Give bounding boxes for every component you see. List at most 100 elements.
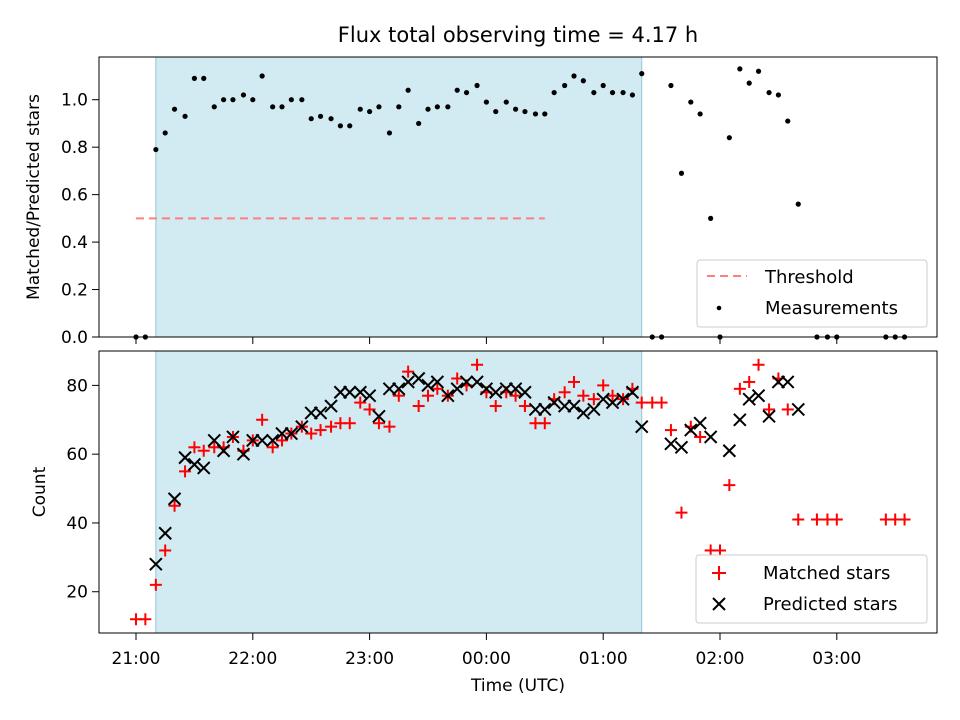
measurement-point [396,104,402,110]
predicted-star-point [362,389,377,403]
matched-star-point [664,424,677,437]
bottom-legend-box [695,554,928,624]
matched-star-point [509,389,522,402]
matched-star-point [471,358,484,371]
matched-star-point [781,403,794,416]
top-y-axis: 0.0 0.2 0.4 0.6 0.8 1.0 [61,91,99,348]
predicted-star-point [762,409,776,424]
matched-star-point [810,513,823,526]
top-legend-box [696,259,928,328]
top-panel: 0.0 0.2 0.4 0.6 0.8 1.0 Matched/Predicted sta… [24,56,938,348]
predicted-star-point [450,382,464,396]
matched-star-point [139,613,152,626]
matched-star-point [188,441,201,454]
measurement-point [357,106,363,112]
matched-star-point [256,413,269,426]
measurement-point [153,146,159,153]
legend-predicted-swatch [712,597,726,611]
predicted-star-point [616,392,630,406]
predicted-star-point [479,382,494,396]
matched-star-point [372,417,385,430]
measurement-point [230,97,236,103]
measurement-point [483,99,489,105]
measurement-point [542,111,548,117]
matched-star-point [558,386,571,399]
matched-star-point [792,513,805,526]
measurement-point [708,215,714,221]
measurement-point [347,123,353,129]
predicted-star-point [791,402,805,417]
measurement-point [551,89,557,96]
bottom-panel: 20 40 60 80 21:00 22:00 23:00 00:00 01:00 02:00 0… [30,350,938,696]
measurement-point [405,87,411,93]
bottom-x-ticks: 21:00 22:00 23:00 00:00 01:00 02:00 03:00 [112,633,861,669]
predicted-star-point [576,406,591,420]
measurement-point [580,78,586,84]
predicted-star-point [635,419,649,434]
measurement-point [609,89,616,96]
measurement-point [775,92,782,98]
measurement-point [221,97,227,103]
matched-star-point [489,400,502,413]
matched-star-point [451,372,464,385]
predicted-star-point [392,382,406,396]
y-tick-label: 0.0 [61,328,88,348]
matched-star-point [266,441,279,454]
measurement-point [250,97,256,103]
predicted-star-point [693,416,707,430]
predicted-star-point [187,457,202,472]
legend-matched-label: Matched stars [763,563,890,584]
measurement-point [639,71,645,77]
bottom-y-axis: 20 40 60 80 [66,376,99,603]
matched-star-point [635,396,648,409]
top-x-ticks [135,337,838,344]
matched-star-point [714,544,726,557]
matched-star-point [354,396,367,409]
y-tick-label: 20 [66,583,88,603]
measurement-point [532,111,539,117]
predicted-star-point [216,444,231,458]
matched-star-point [606,389,619,402]
legend-matched-swatch [712,566,726,580]
predicted-star-point [733,413,747,427]
predicted-star-point [605,395,620,410]
predicted-star-point [751,389,766,403]
predicted-star-point [313,406,328,420]
predicted-star-point [441,389,455,403]
predicted-stars-points [149,371,805,571]
matched-star-point [159,544,172,557]
matched-star-point [314,424,327,437]
measurement-point [240,92,247,98]
predicted-star-point [664,437,678,451]
measurement-point [171,106,178,112]
predicted-star-point [625,385,640,399]
predicted-star-point [596,392,610,406]
matched-star-point [733,382,746,395]
predicted-star-point [703,430,718,444]
x-tick-label: 01:00 [579,649,628,669]
measurement-point [337,123,343,129]
matched-star-point [577,389,590,402]
matched-star-point [343,417,356,430]
measurement-point [463,89,470,96]
measurement-point [308,116,314,122]
measurement-point [562,82,568,89]
top-axes-frame [98,56,938,338]
predicted-star-point [547,395,561,410]
predicted-star-point [149,557,163,571]
predicted-star-point [167,492,182,506]
measurement-point [600,82,606,89]
measurement-point [434,104,440,110]
matched-star-point [898,513,911,526]
matched-star-point [518,400,531,413]
measurement-point [328,116,334,122]
matched-star-point [568,375,580,388]
y-tick-label: 40 [66,514,88,534]
predicted-star-point [684,423,698,437]
legend-threshold-label: Threshold [764,267,854,288]
predicted-star-point [489,385,503,399]
predicted-star-point [236,447,251,461]
predicted-star-point [567,399,581,413]
measurement-point [201,75,207,81]
